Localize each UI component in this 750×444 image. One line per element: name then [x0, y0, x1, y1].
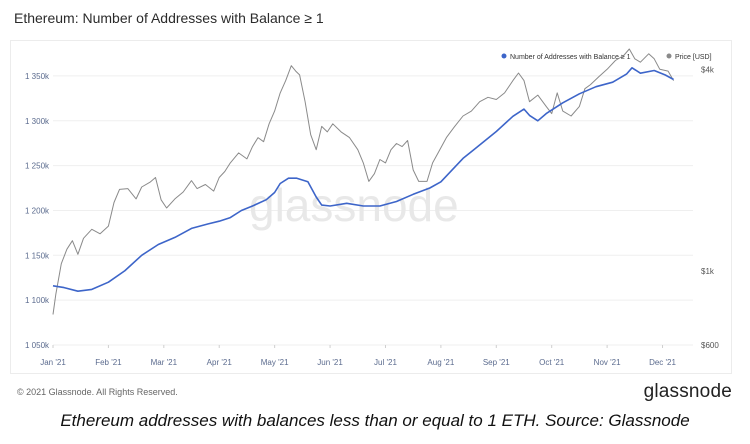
x-tick-label: Aug '21	[427, 358, 454, 367]
left-tick-label: 1 150k	[25, 251, 50, 260]
x-tick-label: Sep '21	[483, 358, 510, 367]
right-tick-label: $1k	[701, 267, 715, 276]
left-tick-label: 1 100k	[25, 296, 50, 305]
chart-panel: glassnode 1 050k 1 100k 1 150k 1 200k 1 250k…	[10, 40, 732, 374]
grid-layer	[53, 75, 693, 346]
legend-label-price: Price [USD]	[675, 54, 712, 61]
right-tick-label: $4k	[701, 65, 715, 74]
legend-marker-price	[666, 53, 672, 59]
legend-label-addresses: Number of Addresses with Balance ≥ 1	[510, 54, 631, 61]
left-tick-label: 1 050k	[25, 341, 50, 350]
x-tick-label: Mar '21	[151, 358, 178, 367]
left-axis: 1 050k 1 100k 1 150k 1 200k 1 250k 1 300k 1 35…	[25, 72, 50, 350]
x-tick-label: Nov '21	[594, 358, 621, 367]
brand-logo: glassnode	[643, 381, 732, 402]
series-layer	[52, 48, 675, 315]
left-tick-label: 1 200k	[25, 206, 50, 215]
left-tick-label: 1 250k	[25, 162, 50, 171]
x-axis: Jan '21 Feb '21 Mar '21 Apr '21 May '21 Jun '…	[40, 345, 677, 367]
x-tick-label: Jan '21	[40, 358, 66, 367]
page-title: Ethereum: Number of Addresses with Balan…	[14, 10, 324, 26]
right-axis: $600 $1k $4k	[701, 65, 719, 350]
x-tick-label: Apr '21	[207, 358, 233, 367]
left-tick-label: 1 350k	[25, 72, 50, 81]
copyright-text: © 2021 Glassnode. All Rights Reserved.	[17, 387, 178, 397]
price-series-line	[52, 48, 675, 315]
addresses-series-line	[52, 67, 674, 292]
left-tick-label: 1 300k	[25, 117, 50, 126]
right-tick-label: $600	[701, 341, 719, 350]
legend-marker-addresses	[501, 53, 507, 59]
x-tick-label: Dec '21	[649, 358, 676, 367]
x-tick-label: Feb '21	[95, 358, 122, 367]
x-tick-label: Jun '21	[317, 358, 343, 367]
legend: Number of Addresses with Balance ≥ 1 Pric…	[501, 53, 712, 61]
x-tick-label: Jul '21	[374, 358, 397, 367]
figure-caption: Ethereum addresses with balances less th…	[60, 411, 690, 430]
x-tick-label: Oct '21	[539, 358, 565, 367]
x-tick-label: May '21	[261, 358, 289, 367]
